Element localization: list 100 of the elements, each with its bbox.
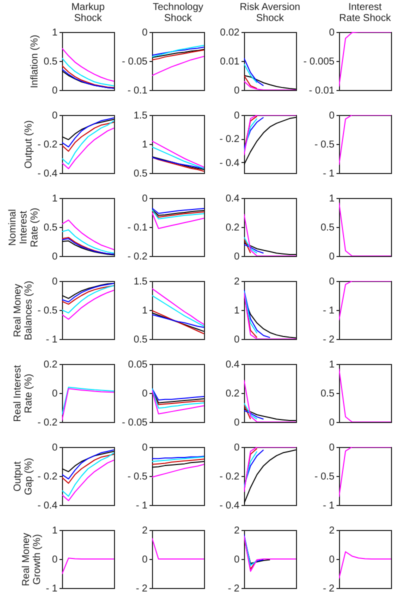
y-tick-label: 0.01	[220, 56, 240, 68]
line-series	[152, 314, 204, 328]
y-tick-label: 0.02	[220, 28, 240, 38]
line-series	[244, 244, 264, 254]
y-tick-label: 0	[142, 442, 148, 454]
y-tick-label: - 1	[136, 500, 148, 512]
y-tick-label: 0	[234, 442, 240, 454]
y-axis-title: Real Money Growth (%)	[20, 532, 43, 586]
y-tick-label: 0.05	[128, 360, 148, 370]
y-tick-label: - 0.5	[37, 306, 58, 316]
y-tick-label: 1	[52, 526, 58, 536]
y-tick-label: 0	[328, 554, 335, 566]
line-series	[62, 460, 114, 502]
chart-title: Markup Shock	[71, 2, 106, 24]
y-tick-label: - 1	[322, 306, 335, 316]
y-tick-label: 0	[142, 28, 148, 38]
line-series	[62, 120, 114, 165]
line-series	[244, 449, 296, 504]
y-tick-label: 0	[328, 442, 335, 454]
y-tick-label: 0.2	[226, 222, 240, 234]
y-tick-label: 0	[234, 110, 240, 122]
y-tick-label: 0	[234, 86, 240, 96]
line-series	[244, 534, 264, 566]
line-series	[62, 220, 114, 250]
y-tick-label: 0	[328, 276, 335, 288]
line-series	[62, 449, 114, 480]
y-tick-label: 2	[328, 526, 335, 536]
chart-title: Risk Aversion Shock	[240, 2, 300, 24]
line-series	[62, 65, 114, 88]
y-tick-label: 0	[52, 86, 58, 96]
y-tick-label: 1	[328, 194, 335, 204]
y-tick-label: - 2	[322, 334, 335, 346]
y-tick-label: - 0.4	[37, 168, 58, 180]
line-series	[62, 285, 114, 314]
y-tick-label: 2	[142, 526, 148, 536]
y-tick-label: 0	[142, 194, 148, 204]
y-tick-label: 0	[234, 554, 240, 566]
line-series	[62, 388, 114, 422]
y-tick-label: 0	[52, 442, 58, 454]
line-series	[62, 117, 114, 148]
line-series	[62, 118, 114, 140]
y-tick-label: 1	[328, 360, 335, 370]
line-series	[244, 408, 296, 422]
line-series	[244, 449, 264, 487]
line-series	[244, 80, 296, 90]
line-series	[244, 116, 264, 149]
y-tick-label: - 0.4	[219, 500, 240, 512]
line-series	[62, 558, 114, 575]
y-tick-label: - 0.2	[37, 418, 58, 428]
y-tick-label: 0	[142, 388, 148, 400]
y-axis-title: Output (%)	[23, 120, 34, 169]
y-tick-label: 0	[328, 418, 335, 428]
y-axis-title: Real Interest Rate (%)	[12, 364, 34, 422]
y-tick-label: - 0.1	[127, 86, 148, 96]
y-tick-label: 1	[234, 306, 240, 316]
line-series	[152, 56, 204, 76]
line-series	[152, 388, 204, 409]
line-series	[244, 410, 264, 420]
y-tick-label: 1	[52, 28, 58, 38]
y-tick-label: - 0.2	[219, 472, 240, 482]
y-tick-label: - 0.4	[219, 158, 240, 169]
y-tick-label: 1	[52, 194, 58, 204]
line-series	[152, 464, 204, 478]
y-tick-label: 2	[234, 276, 240, 288]
line-series	[244, 289, 270, 338]
line-series	[62, 454, 114, 484]
chart-title: Interest Rate Shock	[339, 2, 392, 24]
y-tick-label: - 0.5	[314, 140, 335, 150]
line-series	[152, 146, 204, 169]
y-tick-label: - 0.2	[219, 134, 240, 146]
y-tick-label: 0.5	[44, 222, 58, 234]
line-series	[62, 122, 114, 152]
y-tick-label: 0.5	[44, 56, 58, 68]
line-series	[152, 140, 204, 168]
y-tick-label: - 2	[322, 584, 335, 594]
y-tick-label: - 0.05	[122, 418, 148, 428]
y-tick-label: 1.5	[134, 276, 148, 288]
line-series	[62, 229, 114, 254]
y-tick-label: 0.5	[134, 334, 148, 346]
y-tick-label: 0.5	[320, 222, 335, 234]
line-series	[244, 75, 296, 90]
chart-title: Technology Shock	[152, 2, 204, 24]
y-tick-label: 0	[328, 252, 335, 262]
y-tick-label: 0	[52, 276, 58, 288]
y-tick-label: 1	[142, 306, 148, 316]
y-tick-label: - 1	[322, 500, 335, 512]
line-series	[62, 290, 114, 320]
y-tick-label: - 0.2	[127, 252, 148, 262]
y-tick-label: 0.4	[226, 194, 240, 204]
y-tick-label: 0	[328, 28, 335, 38]
y-tick-label: 0	[52, 110, 58, 122]
y-tick-label: - 0.05	[122, 56, 148, 68]
line-series	[339, 551, 391, 580]
y-tick-label: 1	[142, 140, 148, 150]
line-series	[62, 452, 114, 497]
y-tick-label: - 2	[228, 584, 240, 594]
y-tick-label: 1.5	[134, 110, 148, 122]
line-series	[244, 242, 296, 256]
y-tick-label: 0	[234, 252, 240, 262]
line-series	[152, 295, 204, 327]
